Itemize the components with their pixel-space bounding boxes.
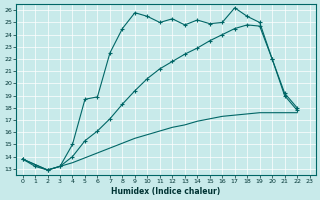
X-axis label: Humidex (Indice chaleur): Humidex (Indice chaleur) bbox=[111, 187, 221, 196]
